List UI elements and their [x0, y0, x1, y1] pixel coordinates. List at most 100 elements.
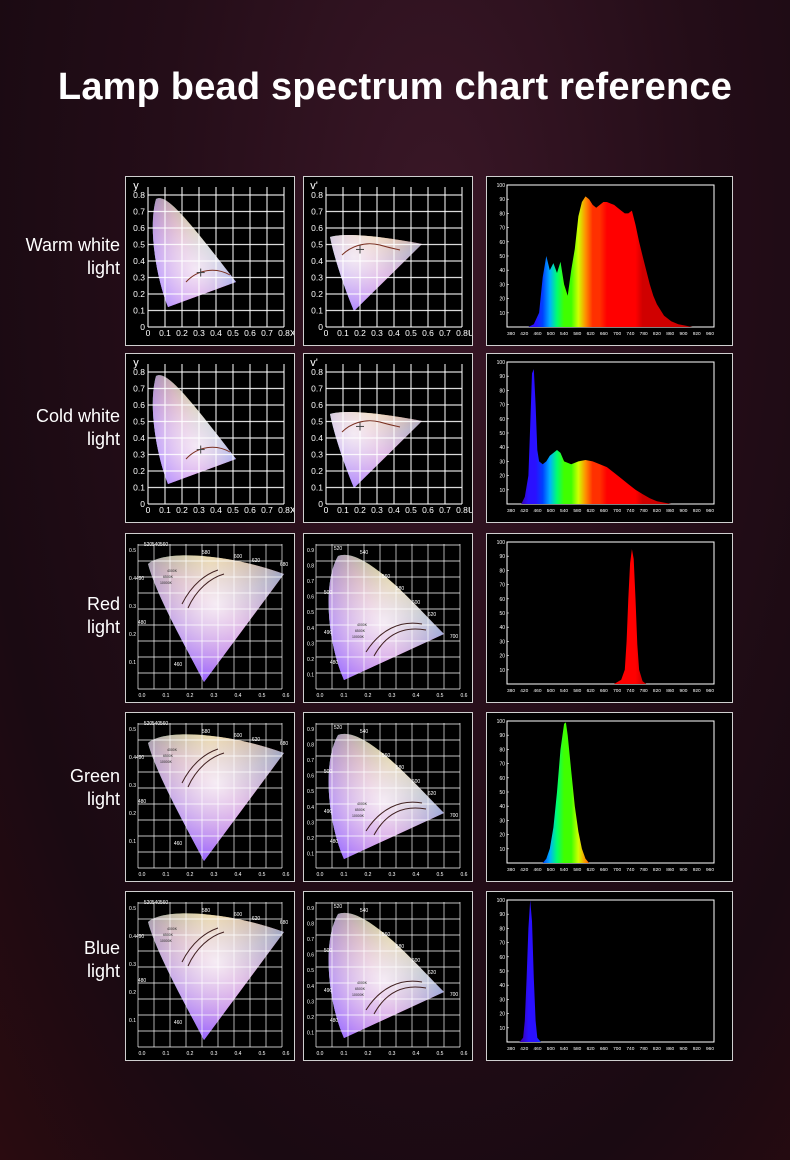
wavelength-label: 560	[160, 542, 169, 548]
row-label-line2: light	[86, 429, 120, 449]
wavelength-label: 480	[330, 660, 339, 666]
cie-gamut-white	[330, 412, 422, 488]
x-tick-label: 0.6	[283, 872, 290, 878]
y-tick-label: 50	[499, 969, 505, 975]
wavelength-label: 620	[252, 558, 261, 564]
wavelength-label: 490	[324, 809, 333, 815]
x-tick-label: 0.0	[317, 872, 324, 878]
x-tick-label: 540	[560, 508, 568, 514]
x-tick-label: 0.3	[371, 328, 383, 338]
cie-gamut-white	[152, 198, 236, 307]
x-tick-label: 0.0	[139, 872, 146, 878]
y-tick-label: 60	[499, 417, 505, 423]
cie-gamut-white	[328, 733, 444, 859]
cie-diagram-2-svg: 0 0.1 0.2 0.3 0.4 0.5 0.6 0.7 0.8 0 0.1 0.2 0.3 0.4 0.…	[304, 354, 472, 522]
x-tick-label: 0.3	[389, 872, 396, 878]
x-tick-label: 700	[613, 508, 621, 514]
x-tick-label: 860	[666, 331, 674, 337]
page-title: Lamp bead spectrum chart reference	[57, 66, 733, 108]
x-tick-label: 920	[693, 688, 701, 694]
spectrum-chart-svg: 10 20 30 40 50 60 70 80 90 100 380 420 460 500 540 580 6…	[497, 719, 715, 873]
x-tick-label: 500	[547, 508, 555, 514]
x-tick-label: 0.5	[405, 505, 417, 515]
spectrum-chart: 10 20 30 40 50 60 70 80 90 100 380 420 460 500 540 580 6…	[486, 533, 733, 703]
wavelength-label: 490	[136, 755, 145, 761]
x-tick-label: 620	[587, 867, 595, 873]
x-tick-label: 0.4	[210, 505, 222, 515]
wavelength-label: 520	[144, 900, 153, 906]
y-tick-label: 0.8	[133, 367, 145, 377]
x-tick-label: 500	[547, 1046, 555, 1052]
x-tick-label: 860	[666, 867, 674, 873]
x-tick-label: 0.3	[389, 693, 396, 699]
y-tick-label: 0.3	[129, 783, 136, 789]
cie-diagram-1-svg: 0 0.1 0.2 0.3 0.4 0.5 0.6 0.7 0.8 0 0.1 0.2 0.3 0.4 0.…	[126, 354, 294, 522]
x-tick-label: 860	[666, 1046, 674, 1052]
x-tick-label: 900	[679, 1046, 687, 1052]
y-tick-label: 0.6	[133, 400, 145, 410]
x-tick-label: 700	[613, 867, 621, 873]
cie-diagram-1: 0.0 0.1 0.2 0.3 0.4 0.5 0.6 0.1 0.2 0.3 0.4 0.5 520 5…	[125, 891, 295, 1061]
row-label: Cold white light	[0, 405, 120, 451]
cie-gamut-white	[328, 912, 444, 1038]
x-tick-label: 0.2	[187, 1051, 194, 1057]
y-tick-label: 50	[499, 611, 505, 617]
spectrum-chart: 10 20 30 40 50 60 70 80 90 100 380 420 460 500 540 580 6…	[486, 353, 733, 523]
x-tick-label: 500	[547, 867, 555, 873]
y-tick-label: 0.1	[307, 1030, 314, 1036]
x-tick-label: 540	[560, 867, 568, 873]
y-tick-label: 100	[497, 898, 506, 904]
y-tick-label: 10	[499, 847, 505, 853]
wavelength-label: 600	[234, 554, 243, 560]
y-tick-label: 0.4	[307, 984, 314, 990]
x-tick-label: 420	[520, 1046, 528, 1052]
wavelength-label: 580	[396, 765, 405, 771]
y-tick-label: 0.6	[311, 400, 323, 410]
x-tick-label: 0.8	[456, 328, 468, 338]
cct-label: 10000K	[160, 939, 173, 943]
y-tick-label: 0.6	[311, 223, 323, 233]
x-tick-label: 960	[706, 1046, 714, 1052]
y-axis-label: y	[133, 357, 139, 369]
x-tick-label: 0.3	[211, 1051, 218, 1057]
y-tick-label: 0.4	[133, 256, 145, 266]
x-tick-label: 740	[626, 1046, 634, 1052]
cie-diagram-2: 0 0.1 0.2 0.3 0.4 0.5 0.6 0.7 0.8 0 0.1 0.2 0.3 0.4 0.…	[303, 353, 473, 523]
x-tick-label: 0.1	[159, 505, 171, 515]
wavelength-label: 700	[450, 813, 459, 819]
x-tick-label: 0.4	[388, 505, 400, 515]
x-tick-label: 0.8	[278, 328, 290, 338]
x-tick-label: 380	[507, 1046, 515, 1052]
x-tick-label: 0.2	[176, 505, 188, 515]
x-tick-label: 0.7	[439, 328, 451, 338]
y-tick-label: 0.5	[133, 240, 145, 250]
wavelength-label: 490	[136, 934, 145, 940]
y-tick-label: 0.5	[129, 727, 136, 733]
y-tick-label: 0.8	[307, 922, 314, 928]
y-tick-label: 40	[499, 445, 505, 451]
x-tick-label: 0.2	[354, 328, 366, 338]
cie-diagram-2: 0 0.1 0.2 0.3 0.4 0.5 0.6 0.7 0.8 0 0.1 0.2 0.3 0.4 0.…	[303, 176, 473, 346]
wavelength-label: 600	[234, 733, 243, 739]
cct-label: 10000K	[160, 760, 173, 764]
x-tick-label: 820	[653, 508, 661, 514]
x-tick-label: 620	[587, 331, 595, 337]
y-tick-label: 0.1	[311, 306, 323, 316]
y-tick-label: 100	[497, 360, 506, 366]
y-tick-label: 0.1	[133, 306, 145, 316]
x-tick-label: 900	[679, 688, 687, 694]
x-tick-label: 820	[653, 688, 661, 694]
cie-gamut-white	[328, 554, 444, 680]
y-tick-label: 20	[499, 654, 505, 660]
x-tick-label: 900	[679, 867, 687, 873]
planckian-locus	[341, 420, 401, 433]
x-tick-label: 0.2	[365, 693, 372, 699]
y-tick-label: 10	[499, 668, 505, 674]
row-label: Green light	[0, 765, 120, 811]
wavelength-label: 620	[428, 612, 437, 618]
x-tick-label: 0.8	[278, 505, 290, 515]
y-tick-label: 0.1	[311, 483, 323, 493]
y-tick-label: 0.4	[311, 433, 323, 443]
x-tick-label: 620	[587, 508, 595, 514]
